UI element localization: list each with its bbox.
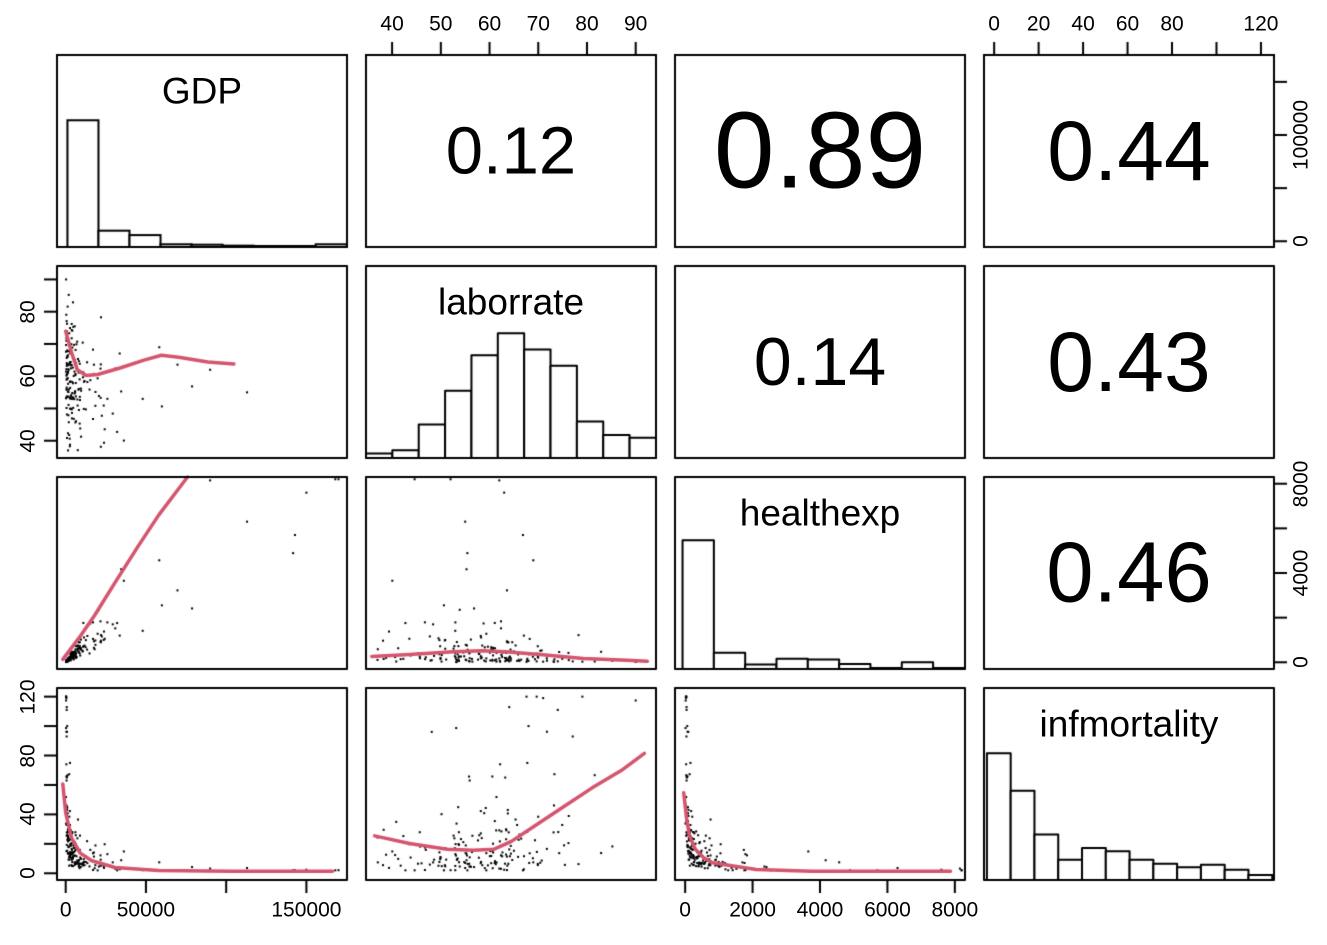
tick-label-bottom-healthexp: 8000 — [931, 898, 979, 922]
diag-title-gdp: GDP — [161, 70, 243, 112]
tick-label-top-laborrate: 80 — [575, 12, 599, 36]
diag-title-laborrate: laborrate — [437, 281, 585, 323]
tick-label-bottom-healthexp: 2000 — [729, 898, 776, 922]
tick-label-top-laborrate: 70 — [526, 12, 550, 36]
tick-label-bottom-healthexp: 4000 — [796, 898, 844, 922]
tick-label-right-gdp: 100000 — [1289, 99, 1313, 171]
tick-label-top-infmortality: 120 — [1243, 12, 1279, 36]
tick-label-bottom-healthexp: 0 — [679, 898, 691, 922]
correlation-value: 0.46 — [1046, 525, 1212, 621]
tick-label-left-infmortality: 80 — [16, 743, 40, 768]
diag-title-infmortality: infmortality — [1039, 703, 1219, 745]
tick-label-top-laborrate: 90 — [624, 12, 648, 36]
tick-label-right-healthexp: 0 — [1289, 656, 1313, 669]
correlation-value: 0.43 — [1047, 315, 1211, 409]
tick-label-right-gdp: 0 — [1289, 235, 1313, 248]
tick-label-top-infmortality: 80 — [1160, 12, 1184, 36]
tick-label-right-healthexp: 8000 — [1289, 460, 1313, 508]
tick-label-top-infmortality: 20 — [1026, 12, 1051, 36]
diag-title-healthexp: healthexp — [739, 492, 901, 534]
tick-label-top-infmortality: 40 — [1071, 12, 1095, 36]
correlation-value: 0.14 — [753, 324, 887, 400]
correlation-value: 0.44 — [1047, 104, 1211, 198]
tick-label-top-laborrate: 40 — [380, 12, 404, 36]
tick-label-top-infmortality: 0 — [988, 12, 1000, 36]
correlation-value: 0.89 — [713, 89, 927, 212]
tick-label-top-laborrate: 50 — [429, 12, 453, 36]
tick-label-left-infmortality: 40 — [16, 802, 40, 827]
correlation-value: 0.12 — [445, 113, 577, 189]
tick-label-bottom-gdp: 50000 — [116, 898, 176, 922]
tick-label-top-infmortality: 60 — [1115, 12, 1140, 36]
tick-label-left-laborrate: 80 — [16, 300, 40, 324]
tick-label-bottom-healthexp: 6000 — [864, 898, 911, 922]
tick-label-left-laborrate: 60 — [16, 364, 40, 388]
tick-label-bottom-gdp: 150000 — [271, 898, 342, 922]
tick-label-left-infmortality: 120 — [16, 679, 40, 715]
tick-label-left-infmortality: 0 — [16, 867, 40, 880]
tick-label-left-laborrate: 40 — [16, 429, 40, 453]
tick-label-top-laborrate: 60 — [477, 12, 502, 36]
tick-label-right-healthexp: 4000 — [1289, 549, 1313, 597]
tick-label-bottom-gdp: 0 — [59, 898, 72, 922]
